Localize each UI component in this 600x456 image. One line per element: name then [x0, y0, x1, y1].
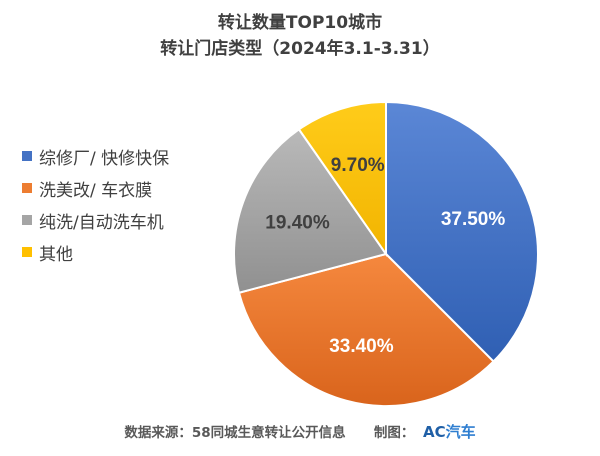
slice-detailing [237, 252, 495, 407]
source-text: 数据来源：58同城生意转让公开信息 [124, 425, 346, 441]
slice-car-wash-label: 19.40% [265, 213, 330, 234]
footer: 数据来源：58同城生意转让公开信息 制图： AC汽车 [0, 421, 600, 442]
legend-label: 洗美改/ 车衣膜 [39, 180, 153, 201]
legend-label: 其他 [39, 244, 73, 265]
slice-detailing-label: 33.40% [329, 336, 394, 357]
chart-subtitle: 转让门店类型（2024年3.1-3.31） [160, 39, 440, 59]
slice-repair-shop [385, 100, 539, 363]
legend-swatch [22, 215, 32, 225]
made-by-label: 制图： [373, 425, 415, 441]
legend: 综修厂/ 快修快保 洗美改/ 车衣膜 纯洗/自动洗车机 其他 [22, 140, 169, 268]
legend-swatch [22, 247, 32, 257]
legend-item: 纯洗/自动洗车机 [22, 204, 169, 236]
legend-label: 综修厂/ 快修快保 [39, 148, 170, 169]
legend-swatch [22, 151, 32, 161]
legend-swatch [22, 183, 32, 193]
legend-item: 洗美改/ 车衣膜 [22, 172, 169, 204]
slice-repair-shop-label: 37.50% [441, 209, 506, 230]
legend-item: 综修厂/ 快修快保 [22, 140, 169, 172]
ac-auto-logo: AC汽车 [423, 423, 476, 441]
legend-item: 其他 [22, 236, 169, 268]
chart-title: 转让数量TOP10城市 [217, 13, 383, 33]
slice-car-wash [233, 127, 388, 294]
slice-other [297, 100, 387, 258]
legend-label: 纯洗/自动洗车机 [39, 212, 164, 233]
slice-other-label: 9.70% [331, 155, 385, 176]
